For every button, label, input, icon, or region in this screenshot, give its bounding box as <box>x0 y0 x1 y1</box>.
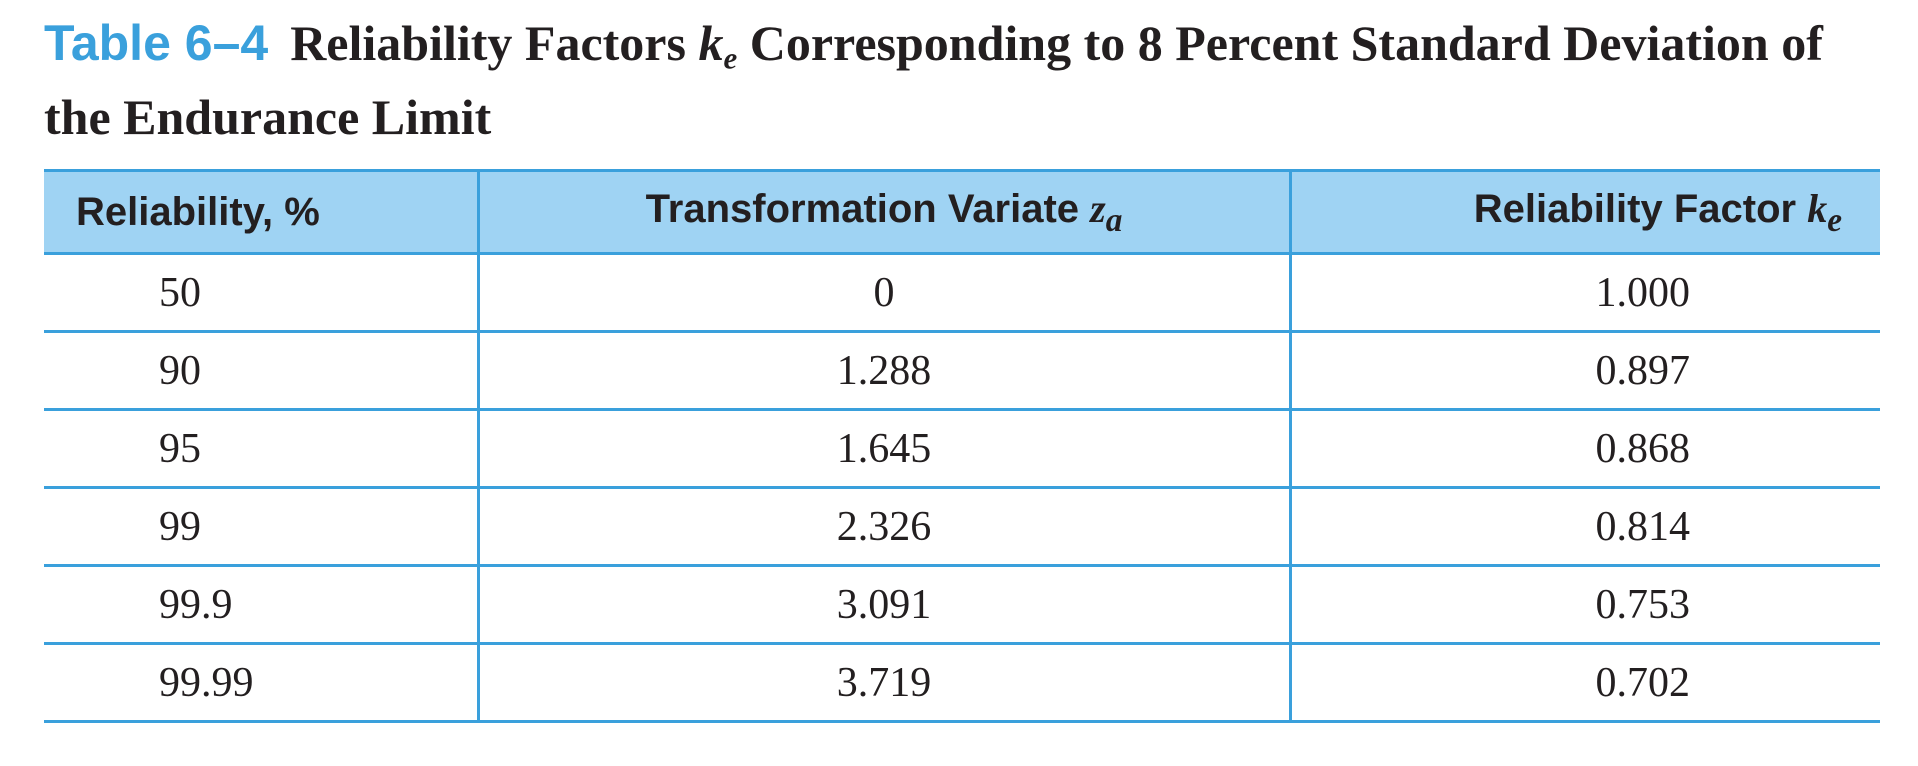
cell-reliability: 90 <box>44 331 480 411</box>
header-ke-subscript: e <box>1827 201 1842 239</box>
table-row: 99.99 3.719 0.702 <box>44 643 1880 723</box>
header-za-symbol: za <box>1090 185 1122 239</box>
cell-transformation-variate: 1.645 <box>478 409 1292 489</box>
header-ke-base: k <box>1807 185 1828 231</box>
header-reliability: Reliability, % <box>44 169 480 255</box>
header-za-base: z <box>1090 185 1106 231</box>
cell-transformation-variate: 3.091 <box>478 565 1292 645</box>
header-reliability-factor-label: Reliability Factor <box>1473 186 1797 231</box>
table-row: 99.9 3.091 0.753 <box>44 565 1880 645</box>
header-transformation-variate-label: Transformation Variate <box>645 186 1080 231</box>
cell-transformation-variate: 3.719 <box>478 643 1292 723</box>
caption-title-part1: Reliability Factors <box>290 15 686 71</box>
cell-reliability: 99.99 <box>44 643 480 723</box>
table-number: Table 6–4 <box>44 15 269 71</box>
caption-symbol-subscript: e <box>723 40 738 76</box>
cell-reliability: 99 <box>44 487 480 567</box>
caption-title-part2: Corresponding to 8 Percent Standard Devi… <box>44 15 1823 145</box>
header-ke-symbol: ke <box>1807 185 1842 239</box>
table-row: 50 0 1.000 <box>44 253 1880 333</box>
cell-transformation-variate: 2.326 <box>478 487 1292 567</box>
header-transformation-variate: Transformation Variate za <box>478 169 1292 255</box>
table-caption: Table 6–4 Reliability Factors ke Correspo… <box>44 6 1874 154</box>
cell-reliability-factor: 0.702 <box>1290 643 1880 723</box>
header-reliability-label: Reliability, % <box>76 189 320 234</box>
cell-reliability: 99.9 <box>44 565 480 645</box>
table-row: 99 2.326 0.814 <box>44 487 1880 567</box>
caption-symbol: ke <box>698 15 737 74</box>
table-row: 90 1.288 0.897 <box>44 331 1880 411</box>
cell-reliability: 95 <box>44 409 480 489</box>
table-row: 95 1.645 0.868 <box>44 409 1880 489</box>
header-reliability-factor: Reliability Factor ke <box>1290 169 1880 255</box>
cell-reliability-factor: 0.753 <box>1290 565 1880 645</box>
caption-symbol-base: k <box>698 15 724 71</box>
cell-reliability-factor: 0.868 <box>1290 409 1880 489</box>
table-header: Reliability, % Transformation Variate za… <box>44 169 1880 255</box>
cell-reliability: 50 <box>44 253 480 333</box>
cell-transformation-variate: 0 <box>478 253 1292 333</box>
reliability-factors-table: Reliability, % Transformation Variate za… <box>44 169 1880 723</box>
table-body: 50 0 1.000 90 1.288 0.897 95 1.645 0.868… <box>44 253 1880 723</box>
header-row: Reliability, % Transformation Variate za… <box>44 169 1880 255</box>
cell-reliability-factor: 0.814 <box>1290 487 1880 567</box>
cell-reliability-factor: 0.897 <box>1290 331 1880 411</box>
header-za-subscript: a <box>1105 201 1123 239</box>
cell-transformation-variate: 1.288 <box>478 331 1292 411</box>
cell-reliability-factor: 1.000 <box>1290 253 1880 333</box>
